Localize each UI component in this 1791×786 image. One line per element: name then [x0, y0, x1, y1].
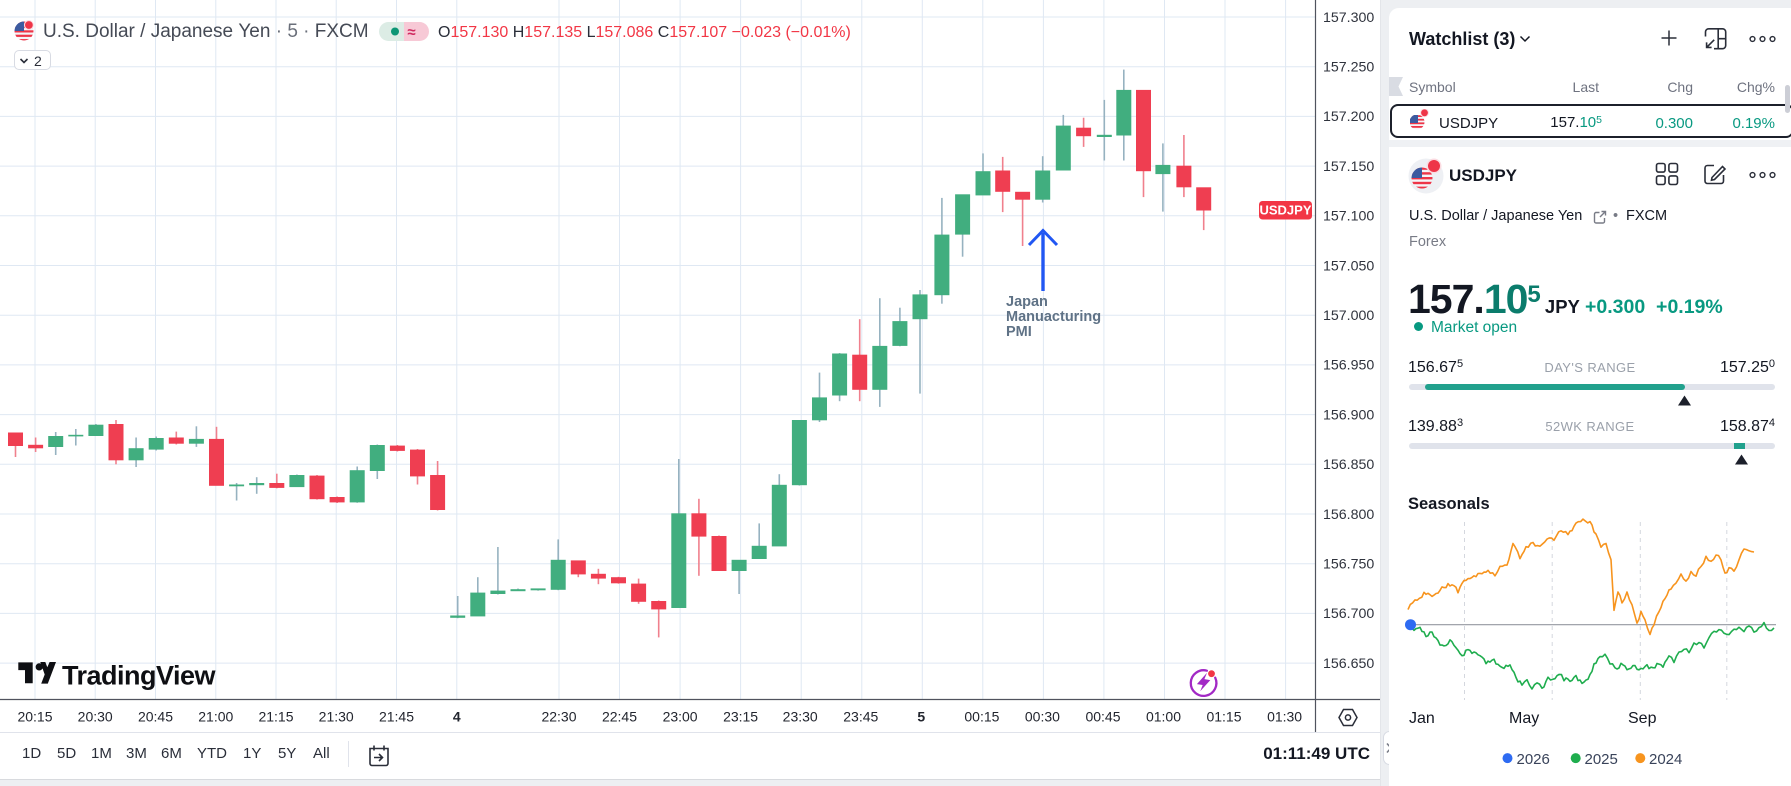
svg-text:USDJPY: USDJPY	[1259, 203, 1311, 218]
svg-text:00:30: 00:30	[1025, 709, 1060, 725]
svg-text:2024: 2024	[1649, 751, 1682, 768]
svg-text:21:45: 21:45	[379, 709, 414, 725]
svg-text:≈: ≈	[407, 23, 415, 40]
svg-text:157.100: 157.100	[1323, 209, 1374, 225]
svg-text:Japan: Japan	[1006, 294, 1048, 310]
svg-text:2025: 2025	[1585, 751, 1618, 768]
svg-text:20:30: 20:30	[78, 709, 113, 725]
svg-text:23:15: 23:15	[723, 709, 758, 725]
svg-text:157.050: 157.050	[1323, 258, 1374, 274]
svg-text:156.950: 156.950	[1323, 358, 1374, 374]
svg-text:156.700: 156.700	[1323, 606, 1374, 622]
svg-text:156.850: 156.850	[1323, 457, 1374, 473]
svg-text:157.000: 157.000	[1323, 308, 1374, 324]
svg-text:20:15: 20:15	[17, 709, 52, 725]
svg-text:01:00: 01:00	[1146, 709, 1181, 725]
svg-text:156.750: 156.750	[1323, 557, 1374, 573]
svg-text:May: May	[1509, 710, 1539, 727]
svg-text:157.300: 157.300	[1323, 10, 1374, 26]
svg-text:01:15: 01:15	[1206, 709, 1241, 725]
svg-text:00:45: 00:45	[1085, 709, 1120, 725]
svg-text:156.900: 156.900	[1323, 407, 1374, 423]
svg-text:22:45: 22:45	[602, 709, 637, 725]
svg-text:4: 4	[453, 709, 461, 725]
svg-text:21:00: 21:00	[198, 709, 233, 725]
svg-text:TradingView: TradingView	[62, 661, 217, 691]
svg-text:01:30: 01:30	[1267, 709, 1302, 725]
svg-text:20:45: 20:45	[138, 709, 173, 725]
svg-text:157.200: 157.200	[1323, 109, 1374, 125]
svg-text:21:15: 21:15	[258, 709, 293, 725]
svg-text:157.150: 157.150	[1323, 159, 1374, 175]
svg-text:Manuacturing: Manuacturing	[1006, 309, 1101, 325]
svg-text:2026: 2026	[1517, 751, 1550, 768]
svg-text:Sep: Sep	[1628, 710, 1657, 727]
svg-text:156.650: 156.650	[1323, 656, 1374, 672]
svg-text:22:30: 22:30	[541, 709, 576, 725]
svg-text:23:00: 23:00	[663, 709, 698, 725]
svg-text:157.250: 157.250	[1323, 60, 1374, 76]
svg-text:21:30: 21:30	[319, 709, 354, 725]
svg-text:00:15: 00:15	[964, 709, 999, 725]
svg-text:Jan: Jan	[1409, 710, 1435, 727]
svg-text:PMI: PMI	[1006, 324, 1032, 340]
svg-text:156.800: 156.800	[1323, 507, 1374, 523]
svg-text:5: 5	[917, 709, 925, 725]
svg-text:23:30: 23:30	[783, 709, 818, 725]
svg-text:23:45: 23:45	[843, 709, 878, 725]
